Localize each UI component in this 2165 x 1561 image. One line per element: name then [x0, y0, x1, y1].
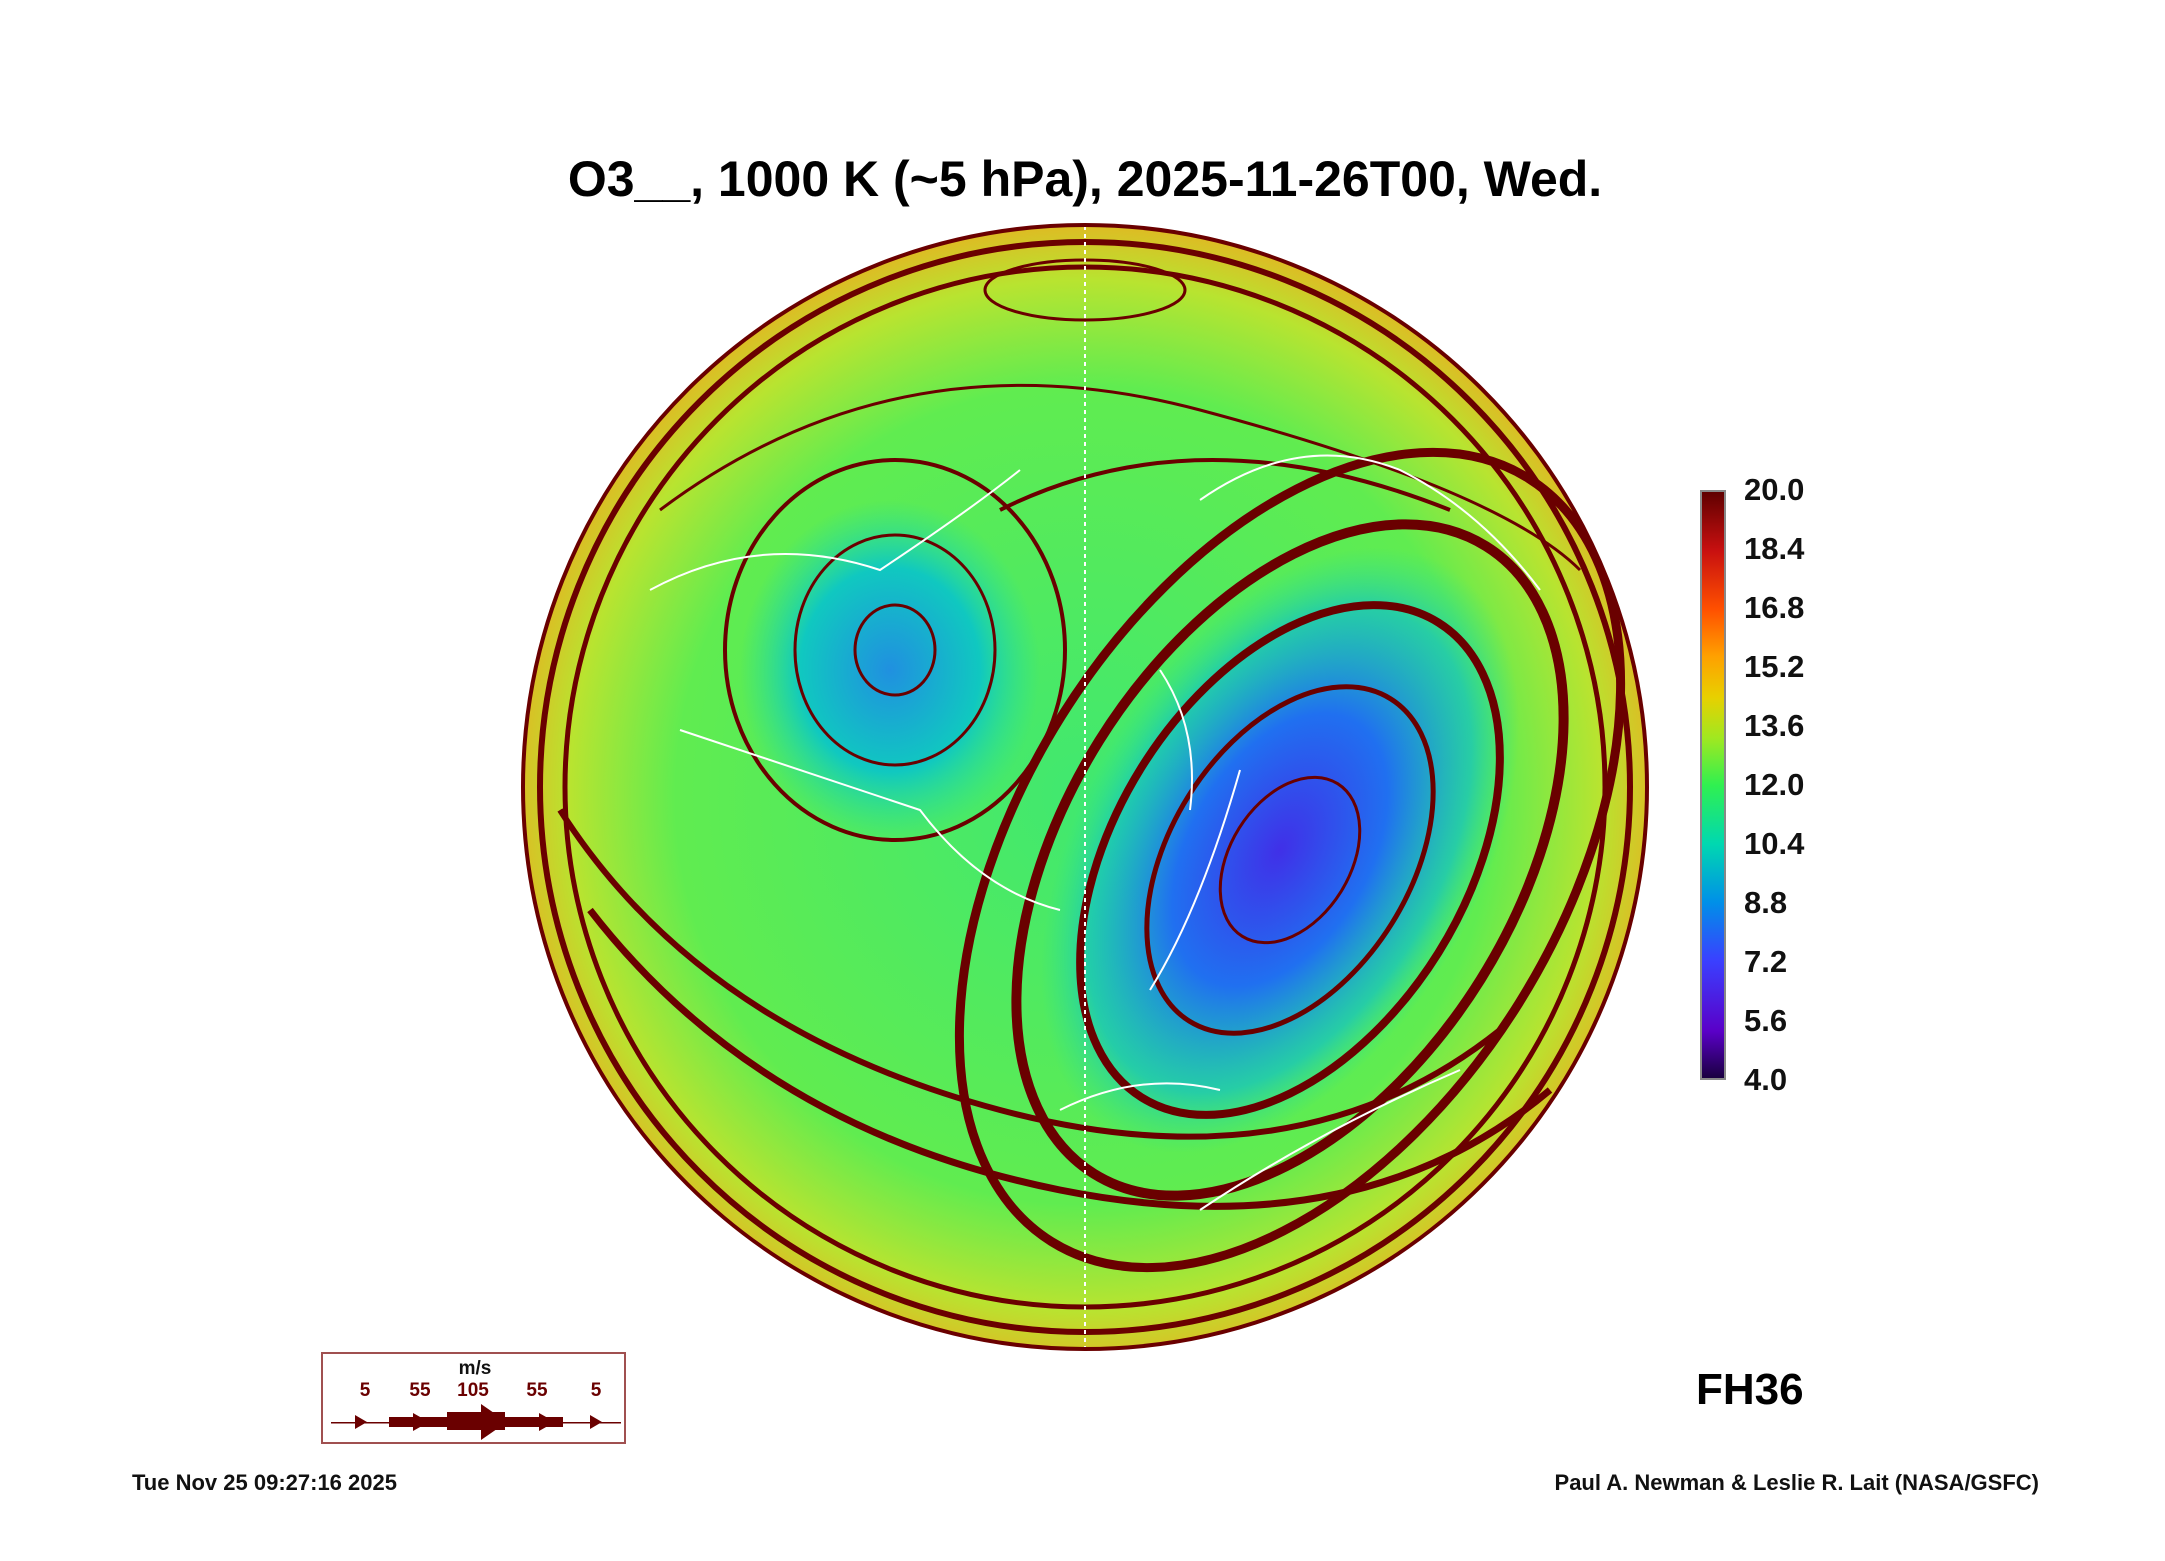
colorbar [1700, 490, 1726, 1080]
wind-label: 55 [526, 1380, 548, 1401]
colorbar-tick-label: 5.6 [1744, 1003, 1788, 1038]
timestamp: Tue Nov 25 09:27:16 2025 [132, 1470, 397, 1495]
colorbar-tick-label: 16.8 [1744, 590, 1805, 625]
wind-unit: m/s [458, 1358, 492, 1379]
chart-title: O3__, 1000 K (~5 hPa), 2025-11-26T00, We… [567, 151, 1603, 207]
colorbar-tick-label: 18.4 [1744, 531, 1805, 566]
colorbar-tick-label: 12.0 [1744, 767, 1805, 802]
wind-label: 105 [457, 1380, 489, 1401]
colorbar-tick-label: 8.8 [1744, 885, 1788, 920]
colorbar-tick-label: 20.0 [1744, 472, 1805, 507]
polar-map [521, 223, 1649, 1351]
colorbar-tick-label: 7.2 [1744, 944, 1788, 979]
streamlines [537, 239, 1633, 1335]
wind-label: 5 [359, 1380, 371, 1401]
wind-legend: m/s 5 55 105 55 5 [321, 1352, 626, 1444]
low-ozone-region [740, 500, 1040, 840]
colorbar-tick-label: 13.6 [1744, 708, 1805, 743]
colorbar-tick-label: 15.2 [1744, 649, 1805, 684]
colorbar-tick-label: 10.4 [1744, 826, 1805, 861]
wind-label: 55 [409, 1380, 431, 1401]
colorbar-tick-label: 4.0 [1744, 1062, 1788, 1097]
map-border [521, 223, 1649, 1351]
wind-label: 5 [590, 1380, 602, 1401]
wind-arrow-scale [331, 1404, 621, 1440]
coastlines [649, 454, 1541, 1211]
credit: Paul A. Newman & Leslie R. Lait (NASA/GS… [1554, 1470, 2039, 1495]
forecast-hour: FH36 [1696, 1365, 1804, 1414]
